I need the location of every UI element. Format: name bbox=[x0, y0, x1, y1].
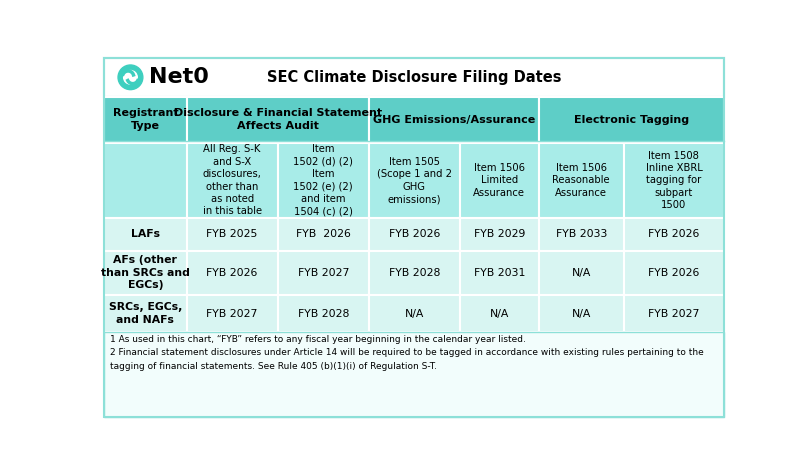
Bar bbox=[539, 97, 724, 143]
Circle shape bbox=[124, 71, 137, 84]
Bar bbox=[278, 218, 368, 251]
Bar bbox=[460, 218, 539, 251]
Bar bbox=[539, 295, 624, 332]
Bar bbox=[539, 251, 624, 295]
Text: Registrant
Type: Registrant Type bbox=[112, 108, 178, 131]
Bar bbox=[104, 218, 187, 251]
Bar bbox=[187, 97, 368, 143]
Text: FYB 2026: FYB 2026 bbox=[648, 268, 700, 278]
Text: Electronic Tagging: Electronic Tagging bbox=[574, 114, 689, 125]
Bar bbox=[624, 295, 724, 332]
Text: LAFs: LAFs bbox=[131, 229, 160, 239]
Text: FYB  2026: FYB 2026 bbox=[296, 229, 351, 239]
Bar bbox=[104, 332, 724, 417]
Bar bbox=[104, 97, 187, 143]
Text: Item
1502 (d) (2)
Item
1502 (e) (2)
and item
1504 (c) (2): Item 1502 (d) (2) Item 1502 (e) (2) and … bbox=[293, 145, 353, 217]
Bar bbox=[104, 251, 187, 295]
Bar bbox=[539, 143, 624, 218]
Text: FYB 2031: FYB 2031 bbox=[473, 268, 525, 278]
Text: 1 As used in this chart, “FYB” refers to any fiscal year beginning in the calend: 1 As used in this chart, “FYB” refers to… bbox=[111, 335, 704, 371]
Circle shape bbox=[118, 65, 143, 89]
Text: FYB 2033: FYB 2033 bbox=[556, 229, 607, 239]
Bar bbox=[460, 251, 539, 295]
Bar bbox=[460, 143, 539, 218]
Text: GHG Emissions/Assurance: GHG Emissions/Assurance bbox=[372, 114, 535, 125]
Bar bbox=[104, 58, 724, 97]
Bar bbox=[278, 143, 368, 218]
Text: Item 1505
(Scope 1 and 2
GHG
emissions): Item 1505 (Scope 1 and 2 GHG emissions) bbox=[377, 157, 452, 204]
Bar bbox=[624, 143, 724, 218]
Text: FYB 2025: FYB 2025 bbox=[206, 229, 258, 239]
Text: N/A: N/A bbox=[571, 268, 591, 278]
Text: Net0: Net0 bbox=[149, 67, 209, 87]
Text: Disclosure & Financial Statement
Affects Audit: Disclosure & Financial Statement Affects… bbox=[174, 108, 381, 131]
Bar bbox=[368, 218, 460, 251]
Text: FYB 2027: FYB 2027 bbox=[206, 309, 258, 319]
Text: FYB 2026: FYB 2026 bbox=[206, 268, 258, 278]
Text: FYB 2029: FYB 2029 bbox=[473, 229, 525, 239]
Text: FYB 2027: FYB 2027 bbox=[648, 309, 700, 319]
Bar bbox=[368, 295, 460, 332]
Bar bbox=[368, 251, 460, 295]
Text: FYB 2026: FYB 2026 bbox=[389, 229, 440, 239]
Bar bbox=[368, 97, 539, 143]
Bar bbox=[104, 295, 187, 332]
Text: Item 1506
Limited
Assurance: Item 1506 Limited Assurance bbox=[473, 163, 525, 198]
Text: SRCs, EGCs,
and NAFs: SRCs, EGCs, and NAFs bbox=[108, 302, 182, 325]
Bar bbox=[187, 251, 278, 295]
Bar bbox=[187, 218, 278, 251]
Text: FYB 2028: FYB 2028 bbox=[389, 268, 440, 278]
Bar bbox=[187, 295, 278, 332]
Text: FYB 2026: FYB 2026 bbox=[648, 229, 700, 239]
Text: N/A: N/A bbox=[490, 309, 509, 319]
Bar bbox=[624, 218, 724, 251]
Text: FYB 2027: FYB 2027 bbox=[297, 268, 349, 278]
Text: Item 1506
Reasonable
Assurance: Item 1506 Reasonable Assurance bbox=[553, 163, 610, 198]
Bar bbox=[278, 295, 368, 332]
Bar bbox=[368, 143, 460, 218]
Bar bbox=[104, 143, 187, 218]
Text: N/A: N/A bbox=[405, 309, 424, 319]
Bar bbox=[539, 218, 624, 251]
Bar bbox=[187, 143, 278, 218]
Text: N/A: N/A bbox=[571, 309, 591, 319]
Bar bbox=[624, 251, 724, 295]
Text: FYB 2028: FYB 2028 bbox=[297, 309, 349, 319]
Text: Item 1508
Inline XBRL
tagging for
subpart
1500: Item 1508 Inline XBRL tagging for subpar… bbox=[646, 151, 702, 210]
Text: SEC Climate Disclosure Filing Dates: SEC Climate Disclosure Filing Dates bbox=[267, 70, 562, 85]
Text: All Reg. S-K
and S-X
disclosures,
other than
as noted
in this table: All Reg. S-K and S-X disclosures, other … bbox=[203, 145, 262, 217]
Bar bbox=[460, 295, 539, 332]
Bar bbox=[278, 251, 368, 295]
Text: AFs (other
than SRCs and
EGCs): AFs (other than SRCs and EGCs) bbox=[101, 255, 190, 290]
